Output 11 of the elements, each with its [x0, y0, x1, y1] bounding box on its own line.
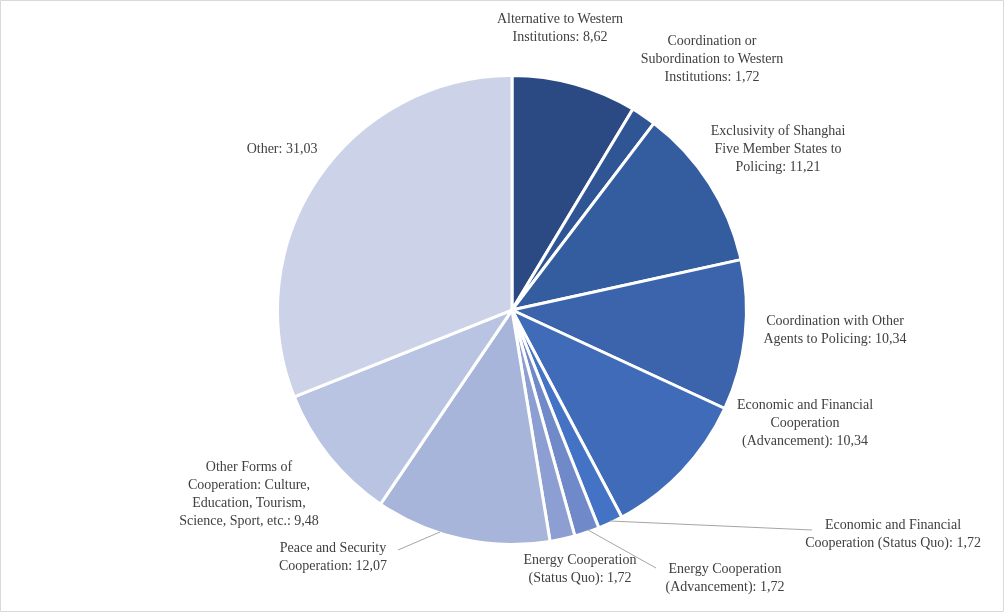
slice-label: Energy Cooperation (Advancement): 1,72	[665, 560, 785, 595]
slice-label: Coordination with Other Agents to Policing: 10,34	[763, 312, 907, 346]
slice-label: Economic and Financial Cooperation (Advancement): 10,34	[736, 396, 874, 449]
slice-label: Economic and Financial Cooperation (Status Quo): 1,72	[805, 516, 981, 551]
slice-label: Peace and Security Cooperation: 12,07	[278, 539, 388, 573]
slice-label: Coordination or Subordination to Western Institutions: 1,72	[640, 32, 784, 84]
slice-label: Energy Cooperation (Status Quo): 1,72	[523, 551, 637, 586]
slice-label: Other: 31,03	[246, 140, 318, 156]
slice-label: Alternative to Western Institutions: 8,62	[496, 10, 624, 44]
slice-label: Exclusivity of Shanghai Five Member States to Policing: 11,21	[710, 122, 846, 174]
slice-label: Other Forms of Cooperation: Culture, Education, Tourism, Science, Sport, etc.: 9,48	[179, 458, 319, 528]
